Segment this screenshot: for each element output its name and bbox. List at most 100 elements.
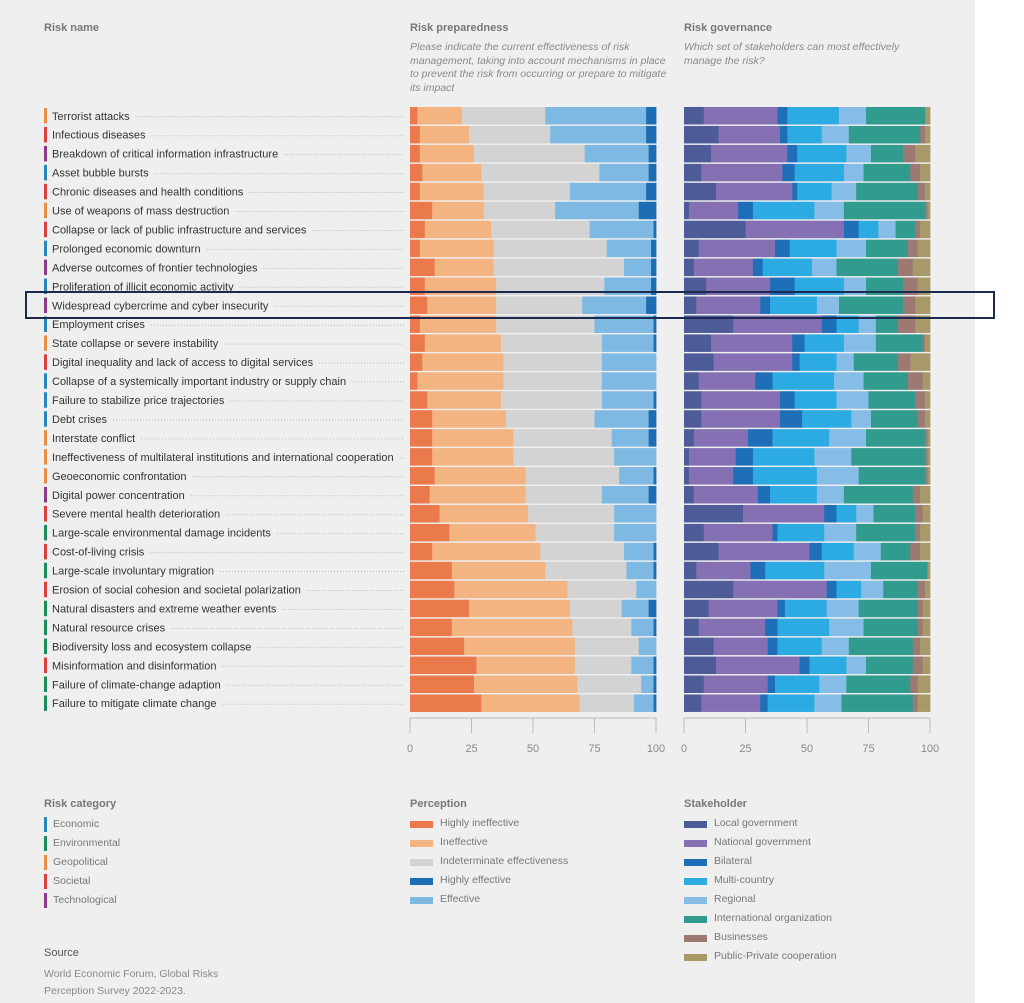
governance-segment <box>912 258 931 277</box>
preparedness-segment <box>410 220 426 239</box>
preparedness-segment <box>427 391 502 409</box>
preparedness-segment <box>432 410 507 428</box>
preparedness-segment <box>648 429 657 447</box>
preparedness-segment <box>410 410 433 428</box>
governance-segment <box>701 694 761 712</box>
governance-segment <box>779 125 788 144</box>
governance-segment <box>912 637 921 656</box>
governance-segment <box>816 296 840 314</box>
governance-axis-tick-label: 0 <box>681 743 687 755</box>
category-marker <box>44 562 47 579</box>
preparedness-segment <box>410 599 470 618</box>
category-legend-marker <box>44 855 47 870</box>
governance-segment <box>797 144 847 163</box>
preparedness-segment <box>410 448 433 466</box>
preparedness-segment <box>535 523 615 542</box>
category-legend-marker <box>44 817 47 832</box>
preparedness-segment <box>419 182 485 201</box>
governance-segment <box>925 182 931 201</box>
category-marker <box>44 524 47 541</box>
preparedness-segment <box>410 296 428 314</box>
governance-segment <box>750 561 766 580</box>
governance-segment <box>910 163 921 182</box>
governance-segment <box>853 353 899 371</box>
governance-segment <box>853 542 882 561</box>
preparedness-axis-tick-label: 75 <box>588 743 600 755</box>
category-legend-label: Geopolitical <box>53 856 108 868</box>
highlight-box <box>25 291 995 319</box>
risk-label: Erosion of social cohesion and societal … <box>52 585 301 597</box>
governance-segment <box>829 429 867 447</box>
governance-segment <box>838 296 904 314</box>
governance-segment <box>770 296 818 314</box>
governance-segment <box>866 107 926 125</box>
stakeholder-legend-item-label: Regional <box>714 893 756 905</box>
preparedness-segment <box>567 580 637 599</box>
governance-segment <box>789 239 837 258</box>
risk-label: Proliferation of illicit economic activi… <box>52 281 234 293</box>
governance-segment <box>915 391 926 409</box>
governance-segment <box>866 429 926 447</box>
governance-segment <box>794 277 845 296</box>
preparedness-segment <box>481 163 600 182</box>
preparedness-segment <box>496 315 595 333</box>
governance-segment <box>684 125 719 144</box>
governance-segment <box>772 372 835 390</box>
perception-legend-title: Perception <box>410 798 467 810</box>
governance-segment <box>765 561 825 580</box>
preparedness-segment <box>653 334 657 352</box>
governance-segment <box>809 542 823 561</box>
preparedness-segment <box>599 163 650 182</box>
preparedness-segment <box>493 258 625 277</box>
preparedness-segment <box>476 656 576 675</box>
governance-segment <box>927 448 931 466</box>
governance-segment <box>920 125 926 144</box>
governance-segment <box>794 391 837 409</box>
governance-segment <box>799 656 810 675</box>
stakeholder-legend-item-label: National government <box>714 836 811 848</box>
preparedness-segment <box>473 675 578 693</box>
stakeholder-legend-item-swatch <box>684 859 707 866</box>
preparedness-segment <box>503 372 603 390</box>
category-legend-label: Environmental <box>53 837 121 849</box>
category-legend-label: Economic <box>53 818 100 830</box>
governance-segment <box>688 467 734 485</box>
governance-segment <box>684 637 714 656</box>
governance-segment <box>915 220 921 239</box>
category-marker <box>44 657 47 674</box>
governance-segment <box>821 315 837 333</box>
governance-segment <box>684 599 709 618</box>
governance-segment <box>834 372 864 390</box>
governance-segment <box>684 504 744 523</box>
risk-label: Breakdown of critical information infras… <box>52 149 278 161</box>
governance-segment <box>767 694 815 712</box>
perception-legend-item-swatch <box>410 859 433 866</box>
governance-segment <box>684 542 719 561</box>
category-marker <box>44 695 47 711</box>
preparedness-segment <box>638 201 657 220</box>
category-marker <box>44 468 47 484</box>
preparedness-segment <box>594 315 654 333</box>
governance-segment <box>843 220 860 239</box>
preparedness-segment <box>653 561 657 580</box>
governance-segment <box>715 182 793 201</box>
governance-segment <box>752 258 764 277</box>
preparedness-segment <box>410 239 421 258</box>
risk-label: Interstate conflict <box>52 433 135 445</box>
governance-segment <box>684 372 700 390</box>
stakeholder-legend-item-label: Businesses <box>714 931 768 943</box>
governance-segment <box>760 694 769 712</box>
preparedness-segment <box>422 163 482 182</box>
governance-segment <box>927 201 931 220</box>
preparedness-segment <box>631 618 654 637</box>
governance-segment <box>858 599 919 618</box>
preparedness-segment <box>419 315 497 333</box>
preparedness-segment <box>410 107 418 125</box>
governance-segment <box>836 391 869 409</box>
governance-segment <box>775 239 791 258</box>
governance-segment <box>684 618 700 637</box>
governance-segment <box>898 258 914 277</box>
governance-segment <box>787 107 840 125</box>
preparedness-segment <box>432 542 541 561</box>
preparedness-segment <box>513 448 615 466</box>
